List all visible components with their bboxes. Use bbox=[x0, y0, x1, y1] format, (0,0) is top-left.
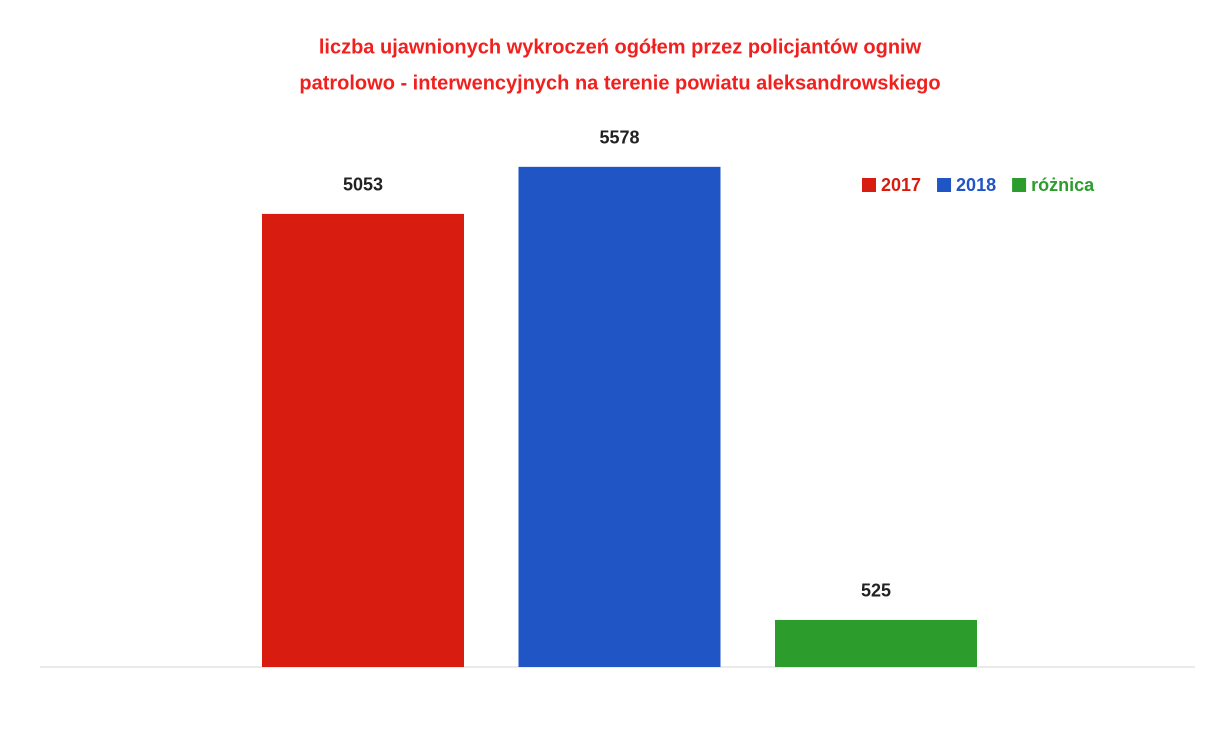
chart-title: patrolowo - interwencyjnych na terenie p… bbox=[299, 72, 940, 94]
data-label: 5053 bbox=[343, 175, 383, 195]
bar bbox=[518, 166, 721, 667]
chart-title: liczba ujawnionych wykroczeń ogółem prze… bbox=[319, 36, 922, 58]
legend-swatch bbox=[1012, 178, 1027, 192]
legend-swatch bbox=[937, 178, 952, 192]
legend-swatch bbox=[862, 178, 876, 192]
legend-label: 2018 bbox=[956, 175, 996, 195]
data-label: 5578 bbox=[599, 128, 639, 148]
legend-label: 2017 bbox=[881, 175, 921, 195]
legend-label: różnica bbox=[1031, 175, 1095, 195]
data-label: 525 bbox=[861, 581, 891, 601]
bar bbox=[262, 213, 464, 667]
bar bbox=[775, 619, 977, 667]
